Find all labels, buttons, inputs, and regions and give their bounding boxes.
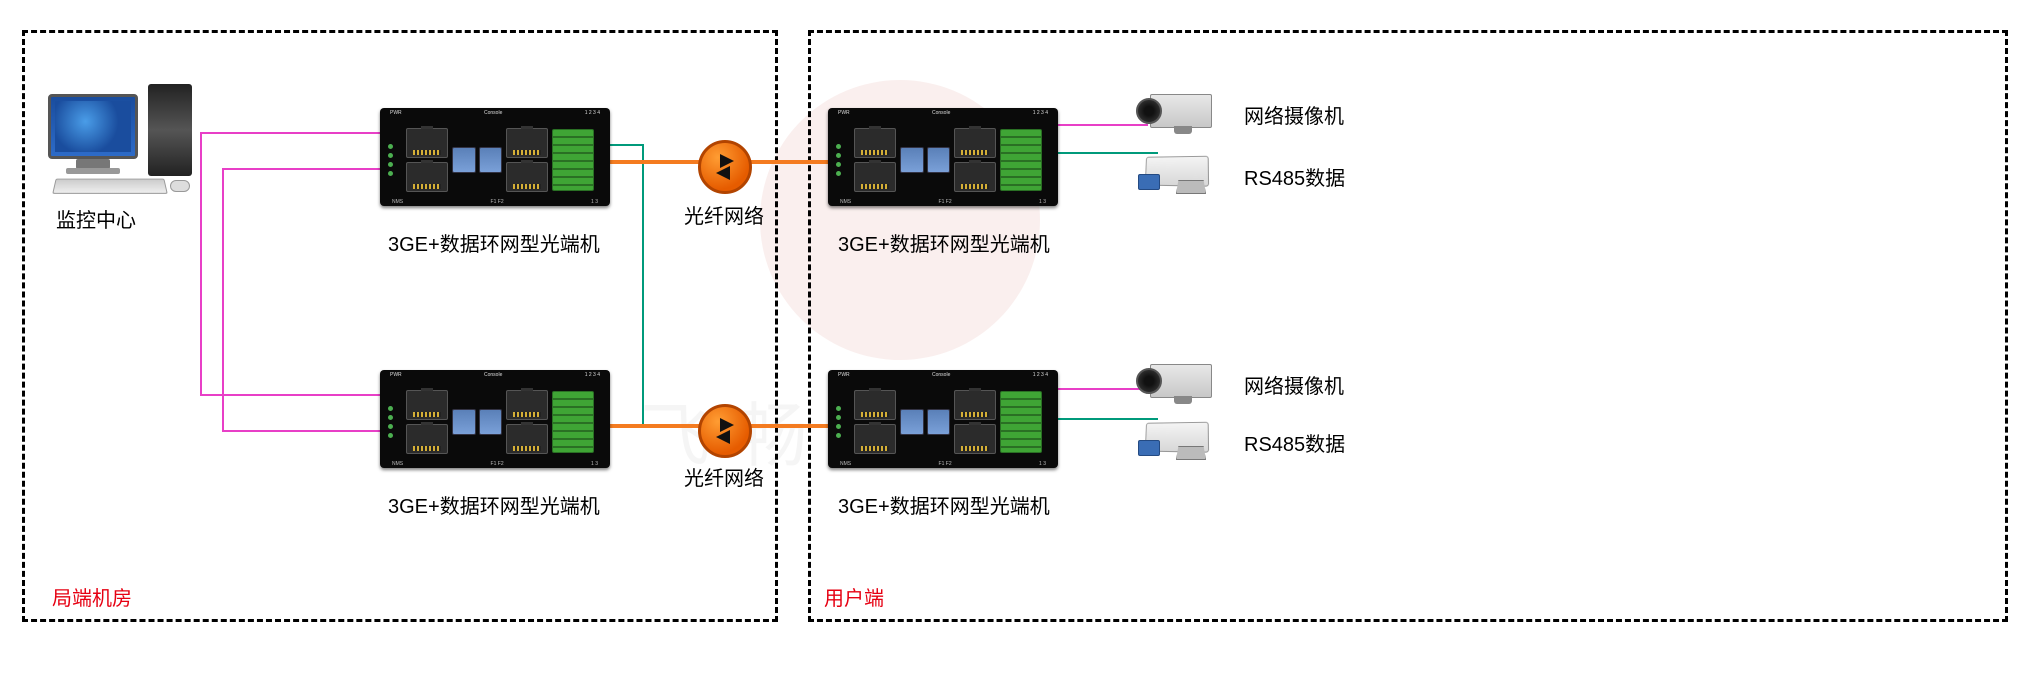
eth-line — [1056, 388, 1148, 390]
monitoring-pc — [48, 84, 198, 194]
remote-site-title: 用户端 — [824, 582, 884, 611]
diagram-canvas: 飞 畅 局端机房 用户端 监控中心 PWRConsole1 2 3 4 — [0, 0, 2031, 686]
eth-line — [200, 132, 202, 396]
eth-line — [1056, 124, 1148, 126]
optical-terminal-local-bottom: PWRConsole1 2 3 4 NMSF1 F21 3 — [380, 370, 610, 468]
ip-camera-label: 网络摄像机 — [1244, 370, 1344, 399]
rs485-data-label: RS485数据 — [1244, 162, 1345, 191]
fiber-link-icon — [698, 140, 752, 194]
optical-terminal-remote-bottom: PWRConsole1 2 3 4 NMSF1 F21 3 — [828, 370, 1058, 468]
device-caption: 3GE+数据环网型光端机 — [838, 228, 1050, 257]
eth-line — [222, 168, 382, 170]
monitoring-center-label: 监控中心 — [56, 204, 136, 233]
rs485-converter-icon — [1136, 150, 1214, 196]
eth-line — [200, 394, 382, 396]
ip-camera-icon — [1136, 358, 1216, 406]
eth-line — [222, 168, 224, 432]
optical-terminal-local-top: PWRConsole1 2 3 4 NMSF1 F21 3 — [380, 108, 610, 206]
local-site-title: 局端机房 — [52, 582, 132, 611]
fiber-link-icon — [698, 404, 752, 458]
ip-camera-label: 网络摄像机 — [1244, 100, 1344, 129]
rs485-converter-icon — [1136, 416, 1214, 462]
device-caption: 3GE+数据环网型光端机 — [388, 228, 600, 257]
rs485-data-label: RS485数据 — [1244, 428, 1345, 457]
serial-line — [642, 144, 644, 428]
fiber-network-label: 光纤网络 — [684, 200, 764, 229]
serial-line — [608, 144, 644, 146]
eth-line — [200, 132, 382, 134]
ip-camera-icon — [1136, 88, 1216, 136]
optical-terminal-remote-top: PWRConsole1 2 3 4 NMSF1 F21 3 — [828, 108, 1058, 206]
device-caption: 3GE+数据环网型光端机 — [838, 490, 1050, 519]
device-caption: 3GE+数据环网型光端机 — [388, 490, 600, 519]
eth-line — [222, 430, 382, 432]
fiber-network-label: 光纤网络 — [684, 462, 764, 491]
